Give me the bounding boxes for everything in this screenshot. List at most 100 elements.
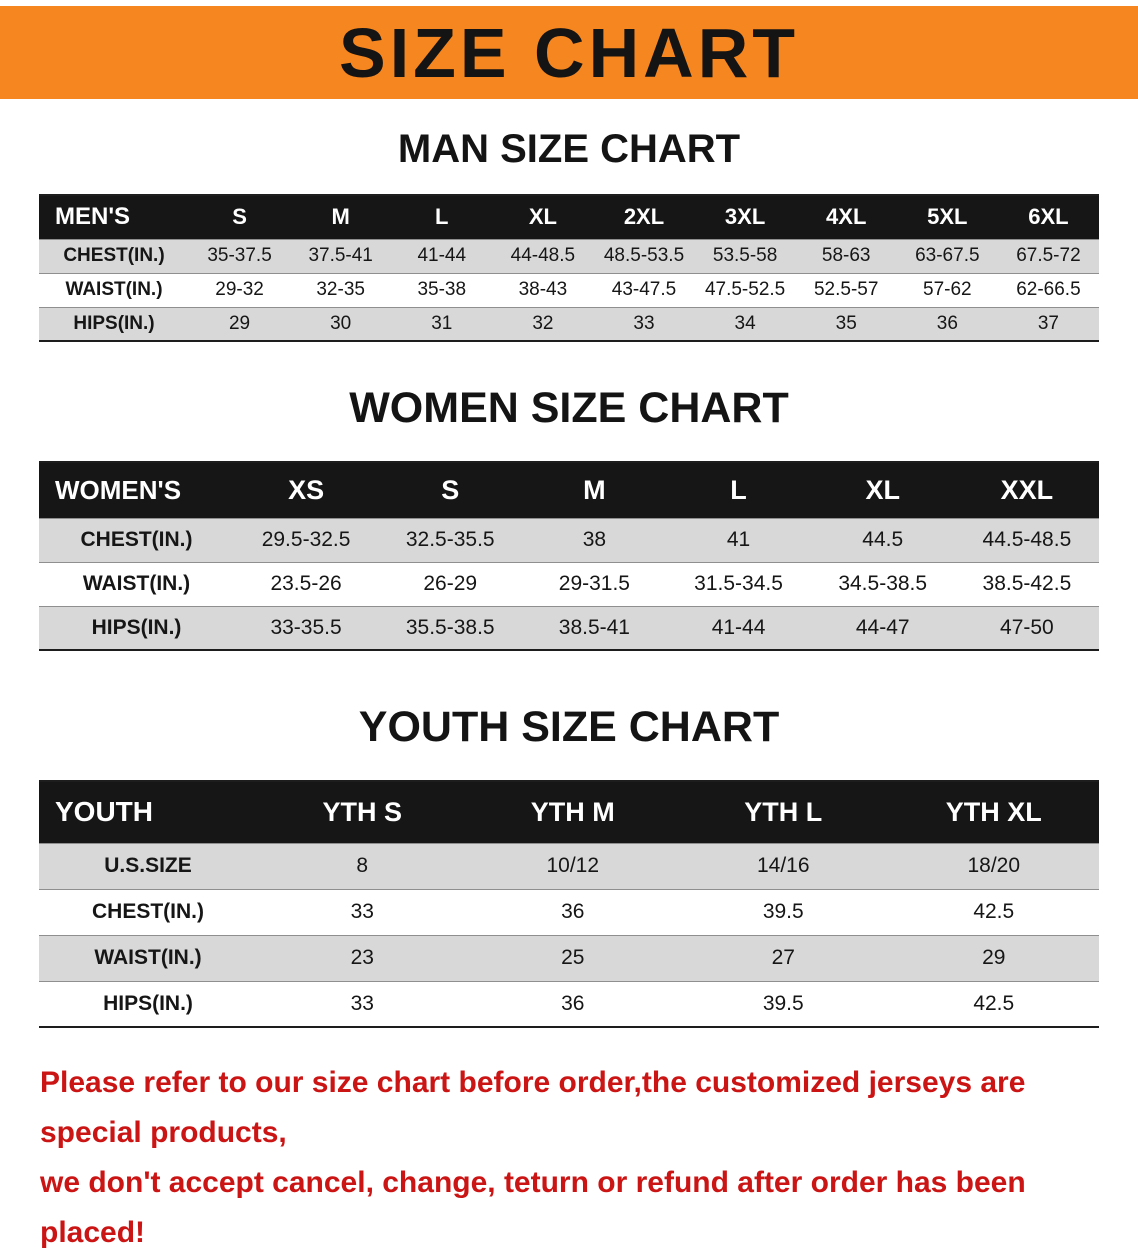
table-row: WAIST(IN.) 23 25 27 29 bbox=[39, 934, 1099, 981]
size-value: 47.5-52.5 bbox=[694, 272, 796, 307]
row-label: WAIST(IN.) bbox=[39, 934, 257, 981]
size-value: 32 bbox=[492, 306, 594, 341]
size-value: 30 bbox=[290, 306, 392, 341]
size-value: 38.5-41 bbox=[522, 605, 667, 650]
size-value: 33-35.5 bbox=[234, 605, 379, 650]
size-value: 29 bbox=[888, 934, 1099, 981]
size-column-header: YTH S bbox=[257, 781, 468, 843]
table-header-row: MEN'S S M L XL 2XL 3XL 4XL 5XL 6XL bbox=[39, 195, 1099, 239]
size-value: 29.5-32.5 bbox=[234, 517, 379, 562]
size-value: 63-67.5 bbox=[896, 238, 998, 273]
size-value: 34 bbox=[694, 306, 796, 341]
size-value: 41-44 bbox=[391, 238, 493, 273]
size-column-header: M bbox=[522, 462, 667, 518]
row-label: WAIST(IN.) bbox=[39, 561, 234, 606]
table-row: CHEST(IN.) 35-37.5 37.5-41 41-44 44-48.5 48.5… bbox=[39, 238, 1099, 273]
size-column-header: 5XL bbox=[896, 195, 998, 239]
size-column-header: 3XL bbox=[694, 195, 796, 239]
size-chart-banner: SIZE CHART bbox=[0, 6, 1138, 99]
table-corner-label: YOUTH bbox=[39, 781, 257, 843]
size-value: 36 bbox=[467, 888, 678, 935]
table-row: HIPS(IN.) 33-35.5 35.5-38.5 38.5-41 41-44 44-… bbox=[39, 605, 1099, 650]
table-row: CHEST(IN.) 29.5-32.5 32.5-35.5 38 41 44.5 44.5… bbox=[39, 517, 1099, 562]
size-column-header: L bbox=[391, 195, 493, 239]
table-corner-label: MEN'S bbox=[39, 195, 189, 239]
size-column-header: S bbox=[189, 195, 291, 239]
row-label: WAIST(IN.) bbox=[39, 272, 189, 307]
womens-size-table: WOMEN'S XS S M L XL XXL CHEST(IN.) 29.5-32.5 32.5… bbox=[39, 461, 1099, 651]
size-column-header: M bbox=[290, 195, 392, 239]
size-column-header: S bbox=[378, 462, 523, 518]
footer-note: Please refer to our size chart before or… bbox=[40, 1058, 1118, 1258]
size-value: 44.5-48.5 bbox=[954, 517, 1099, 562]
youth-size-table: YOUTH YTH S YTH M YTH L YTH XL U.S.SIZE 8 10/12… bbox=[39, 780, 1099, 1028]
man-size-chart-title: MAN SIZE CHART bbox=[397, 127, 741, 171]
size-value: 36 bbox=[896, 306, 998, 341]
size-value: 39.5 bbox=[678, 980, 889, 1027]
size-column-header: 2XL bbox=[593, 195, 695, 239]
size-value: 57-62 bbox=[896, 272, 998, 307]
size-value: 38-43 bbox=[492, 272, 594, 307]
size-column-header: XL bbox=[492, 195, 594, 239]
size-value: 58-63 bbox=[795, 238, 897, 273]
size-value: 37 bbox=[997, 306, 1099, 341]
row-label: CHEST(IN.) bbox=[39, 517, 234, 562]
mens-size-table: MEN'S S M L XL 2XL 3XL 4XL 5XL 6XL CHEST(IN.) 35-37… bbox=[39, 194, 1099, 342]
size-column-header: 6XL bbox=[997, 195, 1099, 239]
table-header-row: YOUTH YTH S YTH M YTH L YTH XL bbox=[39, 781, 1099, 843]
row-label: HIPS(IN.) bbox=[39, 980, 257, 1027]
youth-size-chart-title: YOUTH SIZE CHART bbox=[358, 703, 780, 751]
size-value: 67.5-72 bbox=[997, 238, 1099, 273]
size-value: 23 bbox=[257, 934, 468, 981]
size-value: 38.5-42.5 bbox=[954, 561, 1099, 606]
size-value: 37.5-41 bbox=[290, 238, 392, 273]
size-value: 42.5 bbox=[888, 888, 1099, 935]
size-value: 35-37.5 bbox=[189, 238, 291, 273]
size-value: 44-48.5 bbox=[492, 238, 594, 273]
size-value: 26-29 bbox=[378, 561, 523, 606]
size-value: 33 bbox=[593, 306, 695, 341]
size-value: 48.5-53.5 bbox=[593, 238, 695, 273]
size-value: 33 bbox=[257, 980, 468, 1027]
size-value: 31 bbox=[391, 306, 493, 341]
size-value: 35-38 bbox=[391, 272, 493, 307]
table-row: HIPS(IN.) 29 30 31 32 33 34 35 36 37 bbox=[39, 306, 1099, 341]
size-value: 10/12 bbox=[467, 842, 678, 889]
table-row: WAIST(IN.) 23.5-26 26-29 29-31.5 31.5-34.5 34… bbox=[39, 561, 1099, 606]
size-value: 47-50 bbox=[954, 605, 1099, 650]
size-column-header: L bbox=[666, 462, 811, 518]
row-label: HIPS(IN.) bbox=[39, 605, 234, 650]
size-value: 41-44 bbox=[666, 605, 811, 650]
size-value: 38 bbox=[522, 517, 667, 562]
size-value: 52.5-57 bbox=[795, 272, 897, 307]
size-value: 31.5-34.5 bbox=[666, 561, 811, 606]
size-column-header: XS bbox=[234, 462, 379, 518]
footer-line-1: Please refer to our size chart before or… bbox=[40, 1066, 1026, 1149]
table-row: CHEST(IN.) 33 36 39.5 42.5 bbox=[39, 888, 1099, 935]
row-label: U.S.SIZE bbox=[39, 842, 257, 889]
size-value: 41 bbox=[666, 517, 811, 562]
size-value: 62-66.5 bbox=[997, 272, 1099, 307]
size-value: 43-47.5 bbox=[593, 272, 695, 307]
size-value: 42.5 bbox=[888, 980, 1099, 1027]
women-size-chart-title: WOMEN SIZE CHART bbox=[349, 384, 789, 432]
size-value: 36 bbox=[467, 980, 678, 1027]
row-label: HIPS(IN.) bbox=[39, 306, 189, 341]
size-value: 35.5-38.5 bbox=[378, 605, 523, 650]
size-value: 27 bbox=[678, 934, 889, 981]
row-label: CHEST(IN.) bbox=[39, 238, 189, 273]
size-column-header: YTH M bbox=[467, 781, 678, 843]
size-value: 32.5-35.5 bbox=[378, 517, 523, 562]
size-column-header: XXL bbox=[954, 462, 1099, 518]
size-value: 34.5-38.5 bbox=[810, 561, 955, 606]
size-value: 14/16 bbox=[678, 842, 889, 889]
size-column-header: YTH L bbox=[678, 781, 889, 843]
size-value: 8 bbox=[257, 842, 468, 889]
table-corner-label: WOMEN'S bbox=[39, 462, 234, 518]
size-value: 18/20 bbox=[888, 842, 1099, 889]
size-value: 32-35 bbox=[290, 272, 392, 307]
size-value: 53.5-58 bbox=[694, 238, 796, 273]
size-column-header: 4XL bbox=[795, 195, 897, 239]
size-column-header: YTH XL bbox=[888, 781, 1099, 843]
size-value: 29-31.5 bbox=[522, 561, 667, 606]
